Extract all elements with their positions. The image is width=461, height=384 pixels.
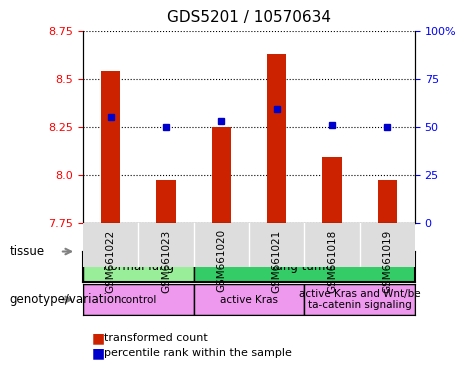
Text: GSM661019: GSM661019 [382, 229, 392, 293]
Text: ■: ■ [92, 331, 105, 345]
Text: active Kras and Wnt/be
ta-catenin signaling: active Kras and Wnt/be ta-catenin signal… [299, 289, 420, 310]
Bar [322, 157, 342, 223]
Text: lung tumor: lung tumor [272, 260, 337, 273]
Text: GSM661018: GSM661018 [327, 229, 337, 293]
Text: GSM661021: GSM661021 [272, 229, 282, 293]
FancyBboxPatch shape [83, 284, 194, 315]
Text: active Kras: active Kras [220, 295, 278, 305]
Text: control: control [120, 295, 156, 305]
FancyBboxPatch shape [304, 284, 415, 315]
Text: GSM661020: GSM661020 [216, 229, 226, 293]
Text: percentile rank within the sample: percentile rank within the sample [104, 348, 292, 358]
Text: GSM661023: GSM661023 [161, 229, 171, 293]
FancyBboxPatch shape [83, 252, 194, 282]
Text: normal lung: normal lung [103, 260, 174, 273]
Text: tissue: tissue [9, 245, 44, 258]
Title: GDS5201 / 10570634: GDS5201 / 10570634 [167, 10, 331, 25]
Text: ■: ■ [92, 346, 105, 360]
Bar [101, 71, 120, 223]
Bar [267, 54, 286, 223]
FancyBboxPatch shape [194, 284, 304, 315]
Text: GSM661022: GSM661022 [106, 229, 116, 293]
FancyBboxPatch shape [194, 252, 415, 282]
Text: transformed count: transformed count [104, 333, 207, 343]
Bar [378, 180, 397, 223]
Bar [156, 180, 176, 223]
Text: genotype/variation: genotype/variation [9, 293, 122, 306]
Bar [212, 127, 231, 223]
